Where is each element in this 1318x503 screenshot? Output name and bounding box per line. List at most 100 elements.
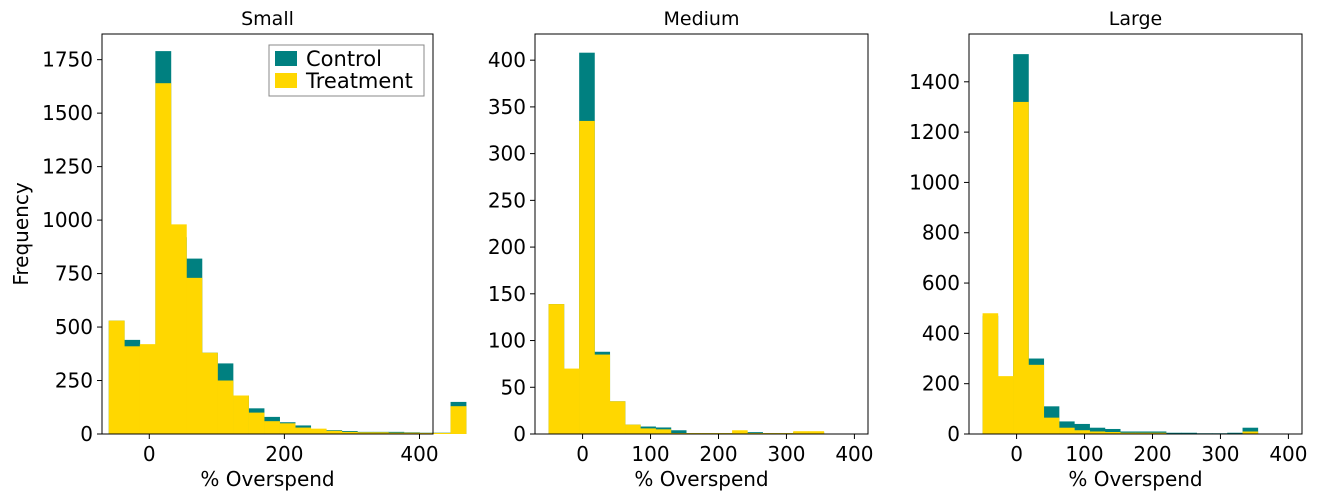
- y-tick-label: 350: [488, 95, 526, 119]
- legend: Control Treatment: [268, 44, 425, 97]
- bar-treatment: [201, 352, 218, 434]
- panel-title: Medium: [664, 8, 740, 30]
- bar-treatment: [655, 429, 672, 434]
- y-tick-label: 0: [947, 422, 960, 446]
- x-tick-label: 400: [400, 442, 438, 466]
- panel-large: 0 100 200 300 400 0 200 400 600 800 1000 1200 1400 La…: [909, 8, 1307, 491]
- x-tick-label: 300: [767, 442, 805, 466]
- bar-treatment: [295, 427, 312, 434]
- y-tick-label: 0: [513, 422, 526, 446]
- bar-treatment: [108, 320, 125, 434]
- bar-treatment: [310, 428, 327, 434]
- bar-control: [1104, 428, 1121, 434]
- plot-frame: [968, 33, 1303, 435]
- bar-treatment: [625, 424, 641, 434]
- bar-treatment: [1089, 431, 1106, 434]
- x-tick-label: 200: [265, 442, 303, 466]
- panel-title: Large: [1109, 8, 1162, 30]
- bar-treatment: [248, 412, 265, 434]
- x-tick-label: 100: [631, 442, 669, 466]
- plot-frame: [101, 33, 434, 435]
- bar-control: [1074, 423, 1090, 434]
- bar-treatment: [609, 401, 626, 434]
- bar-treatment: [155, 83, 172, 434]
- y-tick-label: 100: [488, 329, 526, 353]
- x-axis-label: % Overspend: [200, 467, 334, 491]
- legend-swatch-treatment: [275, 73, 297, 88]
- y-tick-label: 150: [488, 282, 526, 306]
- bar-treatment: [264, 421, 280, 434]
- y-tick-label: 1000: [909, 170, 960, 194]
- bar-treatment: [1135, 432, 1152, 434]
- bar-treatment: [388, 432, 405, 434]
- bar-control: [1166, 432, 1182, 434]
- y-tick-label: 250: [488, 188, 526, 212]
- y-tick-label: 500: [55, 315, 93, 339]
- bar-treatment: [186, 277, 203, 434]
- bar-treatment: [563, 368, 580, 434]
- x-tick-label: 0: [576, 442, 589, 466]
- x-axis-label: % Overspend: [1068, 467, 1202, 491]
- bar-treatment: [1013, 101, 1029, 435]
- y-tick-label: 400: [488, 48, 526, 72]
- bar-treatment: [579, 120, 595, 435]
- bar-treatment: [793, 431, 809, 434]
- panel-medium: 0 100 200 300 400 0 50 100 150 200 250 300 350 400 Med…: [488, 8, 874, 491]
- bar-treatment: [1028, 364, 1045, 434]
- x-tick-label: 200: [699, 442, 737, 466]
- bar-treatment: [124, 346, 141, 434]
- bar-treatment: [1074, 430, 1090, 434]
- legend-swatch-control: [275, 51, 297, 66]
- bar-treatment: [419, 432, 436, 434]
- bar-treatment: [139, 344, 156, 434]
- bar-treatment: [357, 432, 374, 434]
- y-tick-label: 1400: [909, 70, 960, 94]
- bar-treatment: [732, 430, 748, 434]
- x-tick-label: 400: [1269, 442, 1307, 466]
- bar-control: [1181, 432, 1197, 434]
- bar-treatment: [808, 431, 825, 434]
- bar-treatment: [1059, 427, 1075, 434]
- bar-treatment: [982, 313, 999, 434]
- y-tick-label: 800: [922, 221, 960, 245]
- y-tick-label: 1750: [42, 48, 93, 72]
- y-axis-label: Frequency: [9, 182, 33, 285]
- bar-treatment: [1242, 431, 1259, 434]
- bar-treatment: [640, 428, 656, 434]
- legend-label-treatment: Treatment: [305, 69, 413, 93]
- bar-control: [1089, 427, 1106, 434]
- y-tick-label: 200: [488, 235, 526, 259]
- bar-treatment: [450, 406, 467, 434]
- bar-control: [1227, 432, 1243, 434]
- panel-title: Small: [241, 8, 294, 30]
- legend-label-control: Control: [306, 47, 382, 71]
- bar-treatment: [341, 431, 358, 434]
- y-tick-label: 50: [501, 375, 526, 399]
- y-tick-label: 250: [55, 369, 93, 393]
- bar-treatment: [548, 304, 565, 434]
- bar-treatment: [1150, 432, 1167, 434]
- y-tick-label: 1000: [42, 208, 93, 232]
- x-axis-label: % Overspend: [634, 467, 768, 491]
- panel-small: 0 200 400 0 250 500 750 1000 1250 1500 1750 Small % …: [9, 8, 467, 491]
- bar-control: [747, 432, 763, 434]
- bar-treatment: [217, 380, 234, 434]
- x-tick-label: 0: [143, 442, 156, 466]
- bar-treatment: [435, 432, 451, 434]
- y-tick-label: 1200: [909, 120, 960, 144]
- bar-treatment: [1043, 417, 1060, 434]
- y-tick-label: 400: [922, 321, 960, 345]
- x-tick-label: 400: [835, 442, 873, 466]
- x-tick-label: 200: [1133, 442, 1171, 466]
- plot-frame: [534, 33, 869, 435]
- bar-treatment: [594, 354, 611, 434]
- x-tick-label: 0: [1010, 442, 1023, 466]
- bar-treatment: [233, 395, 249, 434]
- bar-treatment: [1120, 432, 1136, 434]
- bar-treatment: [326, 430, 343, 434]
- bar-treatment: [279, 423, 296, 434]
- bar-control: [670, 430, 687, 434]
- x-tick-label: 300: [1201, 442, 1239, 466]
